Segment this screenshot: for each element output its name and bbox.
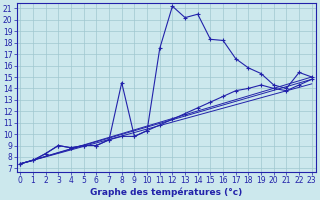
X-axis label: Graphe des températures (°c): Graphe des températures (°c) [90,188,242,197]
